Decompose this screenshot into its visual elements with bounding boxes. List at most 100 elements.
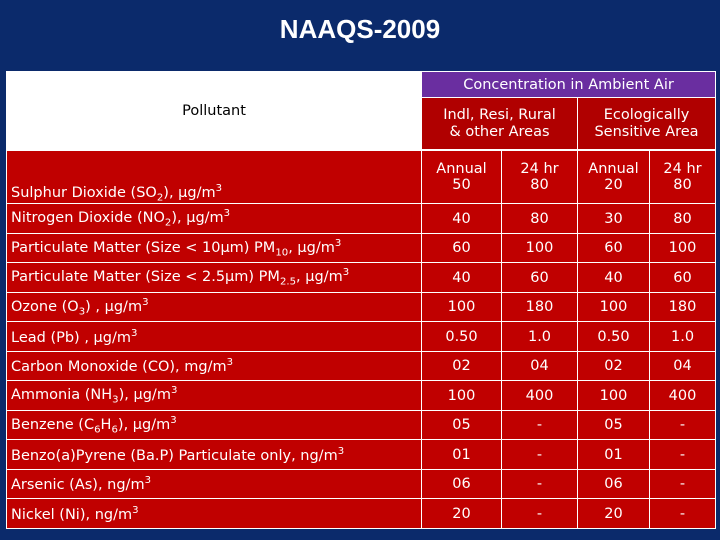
subscript: 2	[156, 192, 164, 204]
value: 180	[668, 299, 697, 316]
superscript: 3	[142, 296, 149, 308]
value-cell: -	[648, 439, 717, 470]
value: 05	[452, 417, 471, 434]
pollutant-name: Benzene (C6H6), μg/m3	[6, 409, 422, 441]
value: 50	[452, 177, 471, 194]
value-cell: 05	[577, 409, 650, 441]
value-cell: 04	[648, 350, 717, 382]
superscript: 3	[130, 327, 138, 339]
table-row: Carbon Monoxide (CO), mg/m3 02 04 02 04	[6, 350, 717, 382]
value-cell: 180	[648, 291, 717, 323]
name-part: ), μg/m	[117, 416, 171, 433]
value: -	[536, 505, 543, 522]
value-cell: 20	[577, 498, 650, 529]
subscript: 2	[164, 217, 172, 229]
superscript: 3	[342, 267, 350, 279]
name-part: Lead (Pb) , μg/m	[11, 329, 131, 346]
value: -	[679, 446, 686, 463]
value: 04	[673, 358, 692, 375]
value: -	[536, 446, 543, 463]
table-row: Lead (Pb) , μg/m3 0.50 1.0 0.50 1.0	[6, 321, 717, 352]
name-part: Benzo(a)Pyrene (Ba.P) Particulate only, …	[11, 447, 338, 464]
value: -	[679, 505, 686, 522]
concentration-header: Concentration in Ambient Air	[420, 71, 717, 98]
value: 60	[673, 269, 692, 286]
value: 06	[604, 476, 623, 493]
value-cell: 40	[421, 203, 502, 234]
value: 60	[604, 240, 623, 257]
pollutant-name: Particulate Matter (Size < 10μm) PM10, μ…	[6, 232, 422, 264]
area1-header: Indl, Resi, Rural & other Areas	[421, 97, 578, 150]
value: 05	[604, 417, 623, 434]
area2-line2: Sensitive Area	[594, 123, 699, 140]
value: 100	[447, 387, 476, 404]
value: 30	[604, 210, 623, 227]
value-cell: 80	[648, 203, 717, 234]
value: 02	[604, 358, 623, 375]
value-cell: 06	[577, 468, 650, 500]
value-cell: 100	[577, 291, 650, 323]
period-label: 24 hr	[663, 161, 702, 178]
name-part: ), μg/m	[171, 210, 224, 227]
value-cell: 40	[421, 262, 502, 293]
value: 0.50	[597, 328, 630, 345]
value-cell: -	[648, 498, 717, 529]
name-part: , μg/m	[288, 239, 335, 256]
value-cell: Annual 20	[577, 150, 650, 205]
value-cell: 400	[501, 380, 578, 411]
subscript: 3	[112, 395, 119, 406]
value: 20	[452, 505, 471, 522]
superscript: 3	[334, 237, 342, 249]
value: -	[679, 476, 686, 493]
subscript: 2.5	[279, 276, 297, 288]
table-row: Arsenic (As), ng/m3 06 - 06 -	[6, 468, 717, 500]
pollutant-name: Particulate Matter (Size < 2.5μm) PM2.5,…	[6, 262, 422, 293]
table-row: Benzo(a)Pyrene (Ba.P) Particulate only, …	[6, 439, 717, 470]
pollutant-name: Ammonia (NH3), μg/m3	[6, 380, 422, 411]
pollutant-name: Nickel (Ni), ng/m3	[6, 498, 422, 529]
value: 60	[530, 269, 549, 286]
value: 80	[673, 177, 692, 194]
value-cell: 06	[421, 468, 502, 500]
table-row: Particulate Matter (Size < 2.5μm) PM2.5,…	[6, 262, 717, 293]
subscript: 10	[275, 247, 289, 259]
superscript: 3	[144, 475, 152, 487]
value: 20	[604, 177, 623, 194]
value-cell: 400	[648, 380, 717, 411]
value: 400	[668, 387, 697, 404]
superscript: 3	[170, 385, 178, 397]
area2-line1: Ecologically	[603, 106, 690, 123]
superscript: 3	[337, 445, 345, 457]
value: 180	[525, 299, 554, 316]
pollutant-rows: Sulphur Dioxide (SO2), μg/m3 Annual 50 24 h…	[6, 150, 717, 529]
name-part: Benzene (C	[11, 416, 95, 433]
name-part: ) , μg/m	[85, 298, 143, 315]
value: 100	[668, 240, 697, 257]
page-title: NAAQS-2009	[279, 14, 441, 44]
value: 100	[525, 240, 554, 257]
period-label: 24 hr	[520, 161, 559, 178]
value: 20	[604, 505, 623, 522]
area1-line2: & other Areas	[449, 123, 550, 140]
value-cell: 02	[421, 350, 502, 382]
value: -	[536, 417, 543, 434]
value: 80	[673, 210, 692, 227]
name-part: Sulphur Dioxide (SO	[11, 184, 157, 201]
table-row: Nitrogen Dioxide (NO2), μg/m3 40 80 30 80	[6, 203, 717, 234]
table-row: Nickel (Ni), ng/m3 20 - 20 -	[6, 498, 717, 529]
superscript: 3	[223, 208, 231, 220]
value-cell: 180	[501, 291, 578, 323]
value: 0.50	[445, 328, 478, 345]
value-cell: 100	[501, 232, 578, 264]
value: 80	[530, 177, 549, 194]
value-cell: 100	[648, 232, 717, 264]
value-cell: 80	[501, 203, 578, 234]
value-cell: 1.0	[648, 321, 717, 352]
name-part: ), μg/m	[163, 184, 216, 201]
superscript: 3	[132, 504, 139, 516]
value-cell: 01	[577, 439, 650, 470]
name-part: Ozone (O	[11, 298, 79, 315]
value-cell: 24 hr 80	[648, 150, 717, 205]
value-cell: 100	[421, 291, 502, 323]
value: 80	[530, 210, 549, 227]
